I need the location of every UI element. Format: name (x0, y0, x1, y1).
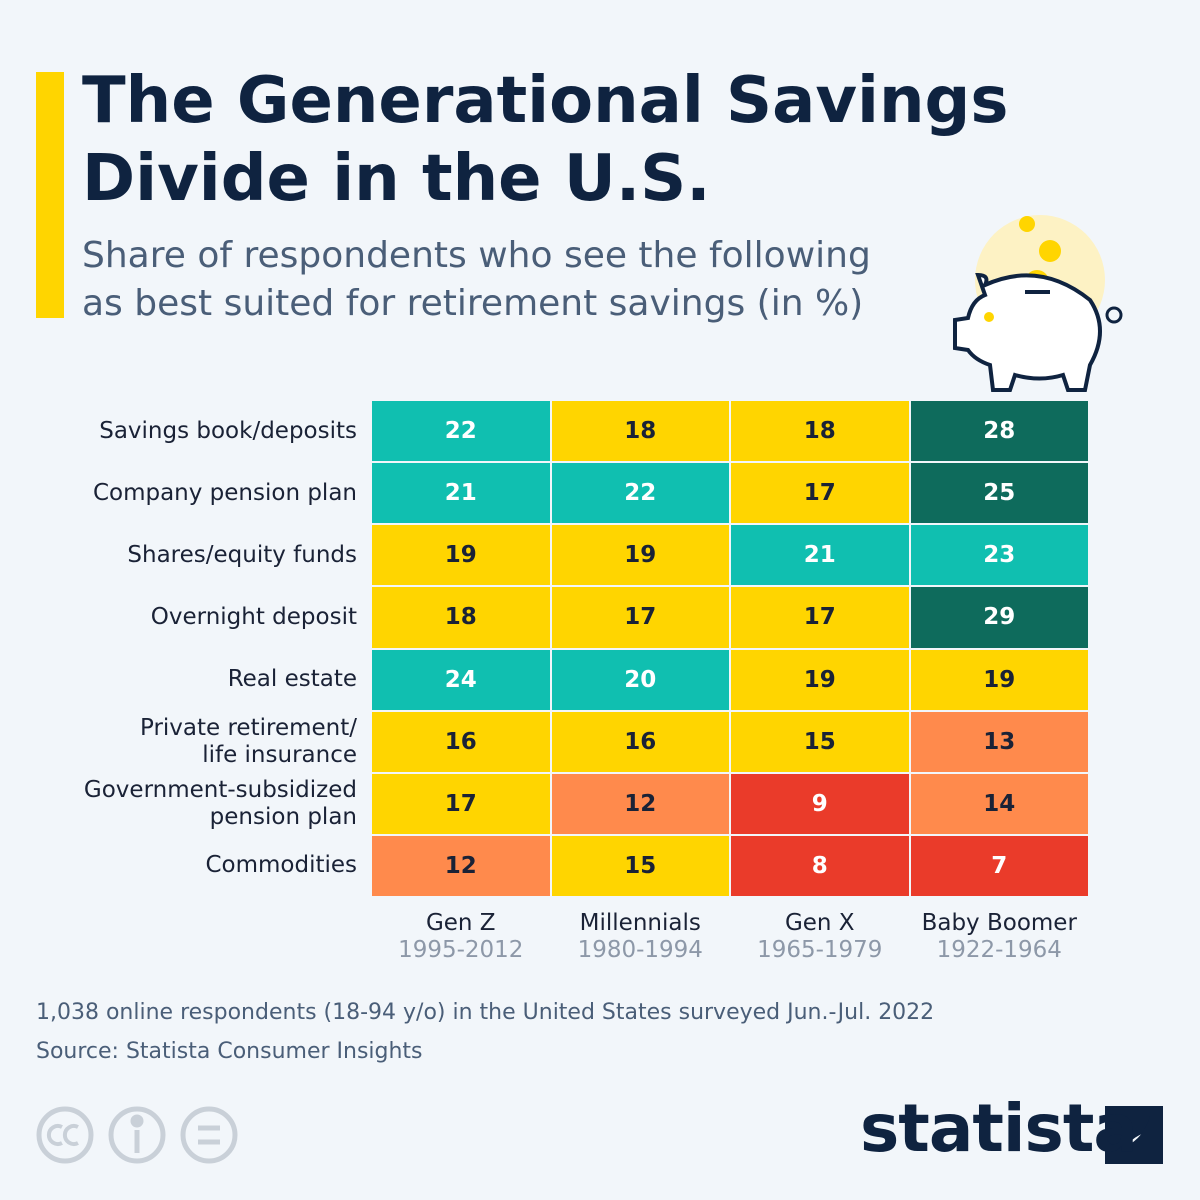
row-label: Savings book/deposits (99, 417, 357, 444)
heatmap-cell: 28 (909, 400, 1089, 463)
heatmap-cell: 29 (909, 586, 1089, 649)
column-label: Baby Boomer (921, 910, 1077, 936)
heatmap-cell: 18 (730, 400, 910, 463)
brand: statista (860, 1090, 1138, 1167)
heatmap-cell: 19 (730, 648, 910, 711)
heatmap-cell: 19 (550, 524, 730, 587)
heatmap-cell: 21 (371, 462, 551, 525)
column-label: Gen X (784, 910, 855, 936)
heatmap-cell: 16 (550, 710, 730, 773)
column-label: Gen Z (425, 910, 496, 936)
row-label: Shares/equity funds (127, 541, 357, 568)
chart-subtitle: Share of respondents who see the followi… (82, 235, 871, 324)
row-label: Government-subsidized pension plan (83, 776, 357, 830)
heatmap-cell: 22 (371, 400, 551, 463)
row-label: Overnight deposit (150, 603, 357, 630)
column-label: Millennials (579, 910, 701, 936)
heatmap-cell: 19 (909, 648, 1089, 711)
heatmap-cell: 7 (909, 834, 1089, 897)
heatmap-cell: 12 (371, 834, 551, 897)
chart-title: The Generational Savings Divide in the U… (82, 64, 1009, 216)
footnote: 1,038 online respondents (18-94 y/o) in … (36, 1000, 935, 1025)
heatmap-cell: 8 (730, 834, 910, 897)
heatmap-cell: 16 (371, 710, 551, 773)
column-years: 1995-2012 (398, 937, 524, 963)
heatmap-cell: 19 (371, 524, 551, 587)
column-years: 1980-1994 (577, 937, 703, 963)
heatmap-cell: 23 (909, 524, 1089, 587)
license-icons (36, 1106, 238, 1164)
heatmap-cell: 17 (730, 586, 910, 649)
heatmap-cell: 22 (550, 462, 730, 525)
heatmap-cell: 17 (730, 462, 910, 525)
row-label: Commodities (205, 852, 357, 879)
heatmap-cell: 20 (550, 648, 730, 711)
heatmap-cell: 13 (909, 710, 1089, 773)
heatmap-cell: 21 (730, 524, 910, 587)
heatmap-cell: 14 (909, 772, 1089, 835)
brand-logo-mark (1105, 1106, 1163, 1164)
heatmap-cell: 15 (550, 834, 730, 897)
heatmap-cell: 18 (371, 586, 551, 649)
row-label: Company pension plan (92, 479, 357, 506)
heatmap-cell: 25 (909, 462, 1089, 525)
accent-bar (36, 72, 64, 318)
column-years: 1922-1964 (936, 937, 1062, 963)
piggy-bank-icon (953, 215, 1123, 392)
heatmap-cell: 17 (371, 772, 551, 835)
column-years: 1965-1979 (757, 937, 883, 963)
heatmap-cell: 9 (730, 772, 910, 835)
heatmap-cell: 12 (550, 772, 730, 835)
heatmap-cell: 17 (550, 586, 730, 649)
heatmap-cell: 18 (550, 400, 730, 463)
heatmap-cell: 24 (371, 648, 551, 711)
row-label: Real estate (227, 666, 357, 693)
heatmap-cell: 15 (730, 710, 910, 773)
row-label: Private retirement/ life insurance (139, 714, 357, 768)
source: Source: Statista Consumer Insights (36, 1039, 423, 1064)
